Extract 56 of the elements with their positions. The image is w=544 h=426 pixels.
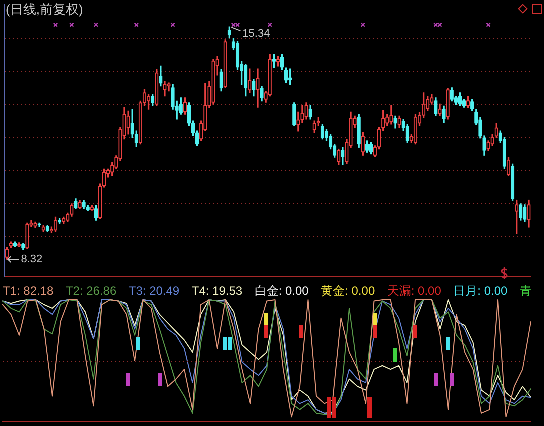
annotation: 15.34 [242,28,270,40]
candlestick [523,204,527,222]
candlestick [26,222,30,250]
text: 青 [520,284,532,298]
candlestick [260,86,264,102]
candlestick [212,60,216,105]
candlestick [434,98,438,116]
candlestick [365,140,370,153]
candlestick [304,102,308,120]
candlestick [438,104,442,116]
candlestick [42,225,46,232]
candlestick [510,164,515,201]
candlestick [94,205,98,221]
candlestick [394,116,398,129]
candlestick [446,88,450,120]
candlestick [308,106,312,120]
candlestick [78,200,82,210]
text: 天漏: 0.00 [387,284,442,298]
candlestick [163,81,167,97]
candlestick [414,114,418,145]
candlestick [34,222,38,228]
candlestick [312,120,316,134]
candlestick [442,106,446,124]
candlestick [183,98,188,115]
candlestick [46,225,50,232]
candlestick [519,204,523,221]
candlestick [74,198,78,210]
candlestick [224,40,228,88]
chart-title: (日线,前复权) [6,1,84,19]
candlestick [450,88,454,102]
candlestick [527,200,531,228]
candlestick [398,116,402,128]
candlestick [82,200,86,210]
series-label: T4: 19.53 [192,284,243,298]
candlestick [280,54,284,70]
candlestick [252,79,256,97]
series-label: T1: 82.18 [3,284,54,298]
candlestick [171,84,175,110]
candlestick [155,69,159,107]
text: 黄金: 0.00 [321,284,376,298]
candlestick [292,102,296,126]
candlestick [70,204,74,217]
candlestick [256,68,260,108]
candlestick [126,110,130,135]
text: 日月: 0.00 [454,284,508,298]
candlestick [54,216,58,232]
candlestick [515,200,519,234]
text: 白金: 0.00 [254,284,309,298]
series-label: T3: 20.49 [128,284,180,298]
candlestick [361,132,365,156]
candlestick [62,216,66,224]
candlestick [390,106,394,125]
series-label: T2: 26.86 [66,284,117,298]
candlestick [38,222,42,228]
annotation: 8.32 [21,254,43,266]
candlestick [58,218,62,224]
